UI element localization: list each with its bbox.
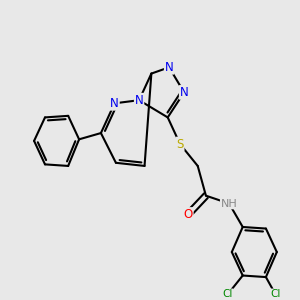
Text: N: N	[110, 97, 119, 110]
Text: N: N	[165, 61, 173, 74]
Text: Cl: Cl	[223, 289, 233, 299]
Text: Cl: Cl	[270, 289, 280, 299]
Text: N: N	[180, 86, 188, 99]
Text: S: S	[176, 137, 184, 151]
Text: NH: NH	[221, 199, 238, 208]
Text: N: N	[135, 94, 143, 107]
Text: O: O	[184, 208, 193, 221]
